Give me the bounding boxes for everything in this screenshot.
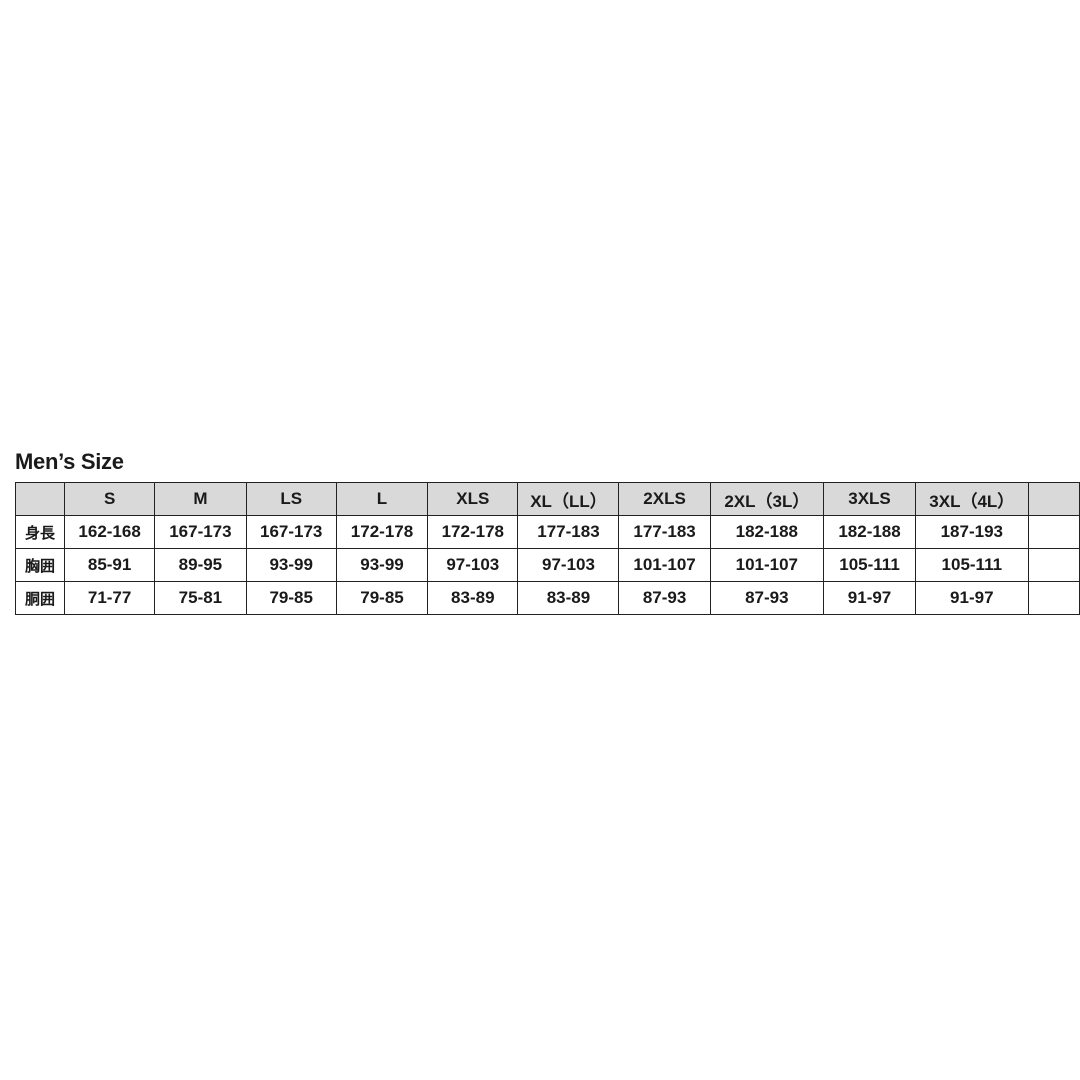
table-cell-cut xyxy=(1027,581,1080,615)
row-label: 胴囲 xyxy=(15,581,65,615)
table-cell: 83-89 xyxy=(517,581,620,615)
table-cell: 187-193 xyxy=(915,515,1029,549)
table-cell: 89-95 xyxy=(154,548,247,582)
column-header-cut xyxy=(1027,482,1080,516)
column-header: M xyxy=(154,482,247,516)
table-cell: 105-111 xyxy=(822,548,917,582)
table-cell: 79-85 xyxy=(335,581,429,615)
table-cell-cut xyxy=(1027,548,1080,582)
column-header: XLS xyxy=(427,482,519,516)
column-header: S xyxy=(63,482,156,516)
table-cell: 162-168 xyxy=(63,515,156,549)
table-cell: 167-173 xyxy=(154,515,247,549)
table-cell: 87-93 xyxy=(709,581,824,615)
table-cell: 71-77 xyxy=(63,581,156,615)
table-cell: 101-107 xyxy=(709,548,824,582)
table-cell: 172-178 xyxy=(335,515,429,549)
table-cell: 97-103 xyxy=(427,548,519,582)
table-cell: 101-107 xyxy=(618,548,711,582)
page-title: Men’s Size xyxy=(15,449,124,474)
table-cell: 182-188 xyxy=(709,515,824,549)
table-cell: 93-99 xyxy=(335,548,429,582)
column-header xyxy=(15,482,65,516)
row-label: 身長 xyxy=(15,515,65,549)
table-cell: 75-81 xyxy=(154,581,247,615)
row-label: 胸囲 xyxy=(15,548,65,582)
table-cell: 79-85 xyxy=(245,581,337,615)
table-cell-cut xyxy=(1027,515,1080,549)
table-cell: 87-93 xyxy=(618,581,711,615)
table-cell: 93-99 xyxy=(245,548,337,582)
table-row: 胴囲 71-77 75-81 79-85 79-85 83-89 83-89 87-93 87-… xyxy=(15,581,1080,615)
column-header: LS xyxy=(245,482,337,516)
table-cell: 91-97 xyxy=(915,581,1029,615)
table-cell: 167-173 xyxy=(245,515,337,549)
table-row: 胸囲 85-91 89-95 93-99 93-99 97-103 97-103 101-10… xyxy=(15,548,1080,582)
table-row: 身長 162-168 167-173 167-173 172-178 172-178 177… xyxy=(15,515,1080,549)
table-cell: 97-103 xyxy=(517,548,620,582)
table-cell: 177-183 xyxy=(618,515,711,549)
table-cell: 172-178 xyxy=(427,515,519,549)
column-header: 3XLS xyxy=(822,482,917,516)
size-table: S M LS L XLS XL（LL） 2XLS 2XL（3L） 3XLS 3XL（4L） 身長 1… xyxy=(15,482,1080,615)
header-row: S M LS L XLS XL（LL） 2XLS 2XL（3L） 3XLS 3XL（4L） xyxy=(15,482,1080,516)
table-cell: 182-188 xyxy=(822,515,917,549)
column-header: 2XLS xyxy=(618,482,711,516)
table-cell: 83-89 xyxy=(427,581,519,615)
column-header: L xyxy=(335,482,429,516)
column-header: 3XL（4L） xyxy=(915,482,1029,516)
table-cell: 85-91 xyxy=(63,548,156,582)
table-cell: 177-183 xyxy=(517,515,620,549)
table-cell: 91-97 xyxy=(822,581,917,615)
column-header: 2XL（3L） xyxy=(709,482,824,516)
column-header: XL（LL） xyxy=(517,482,620,516)
table-cell: 105-111 xyxy=(915,548,1029,582)
